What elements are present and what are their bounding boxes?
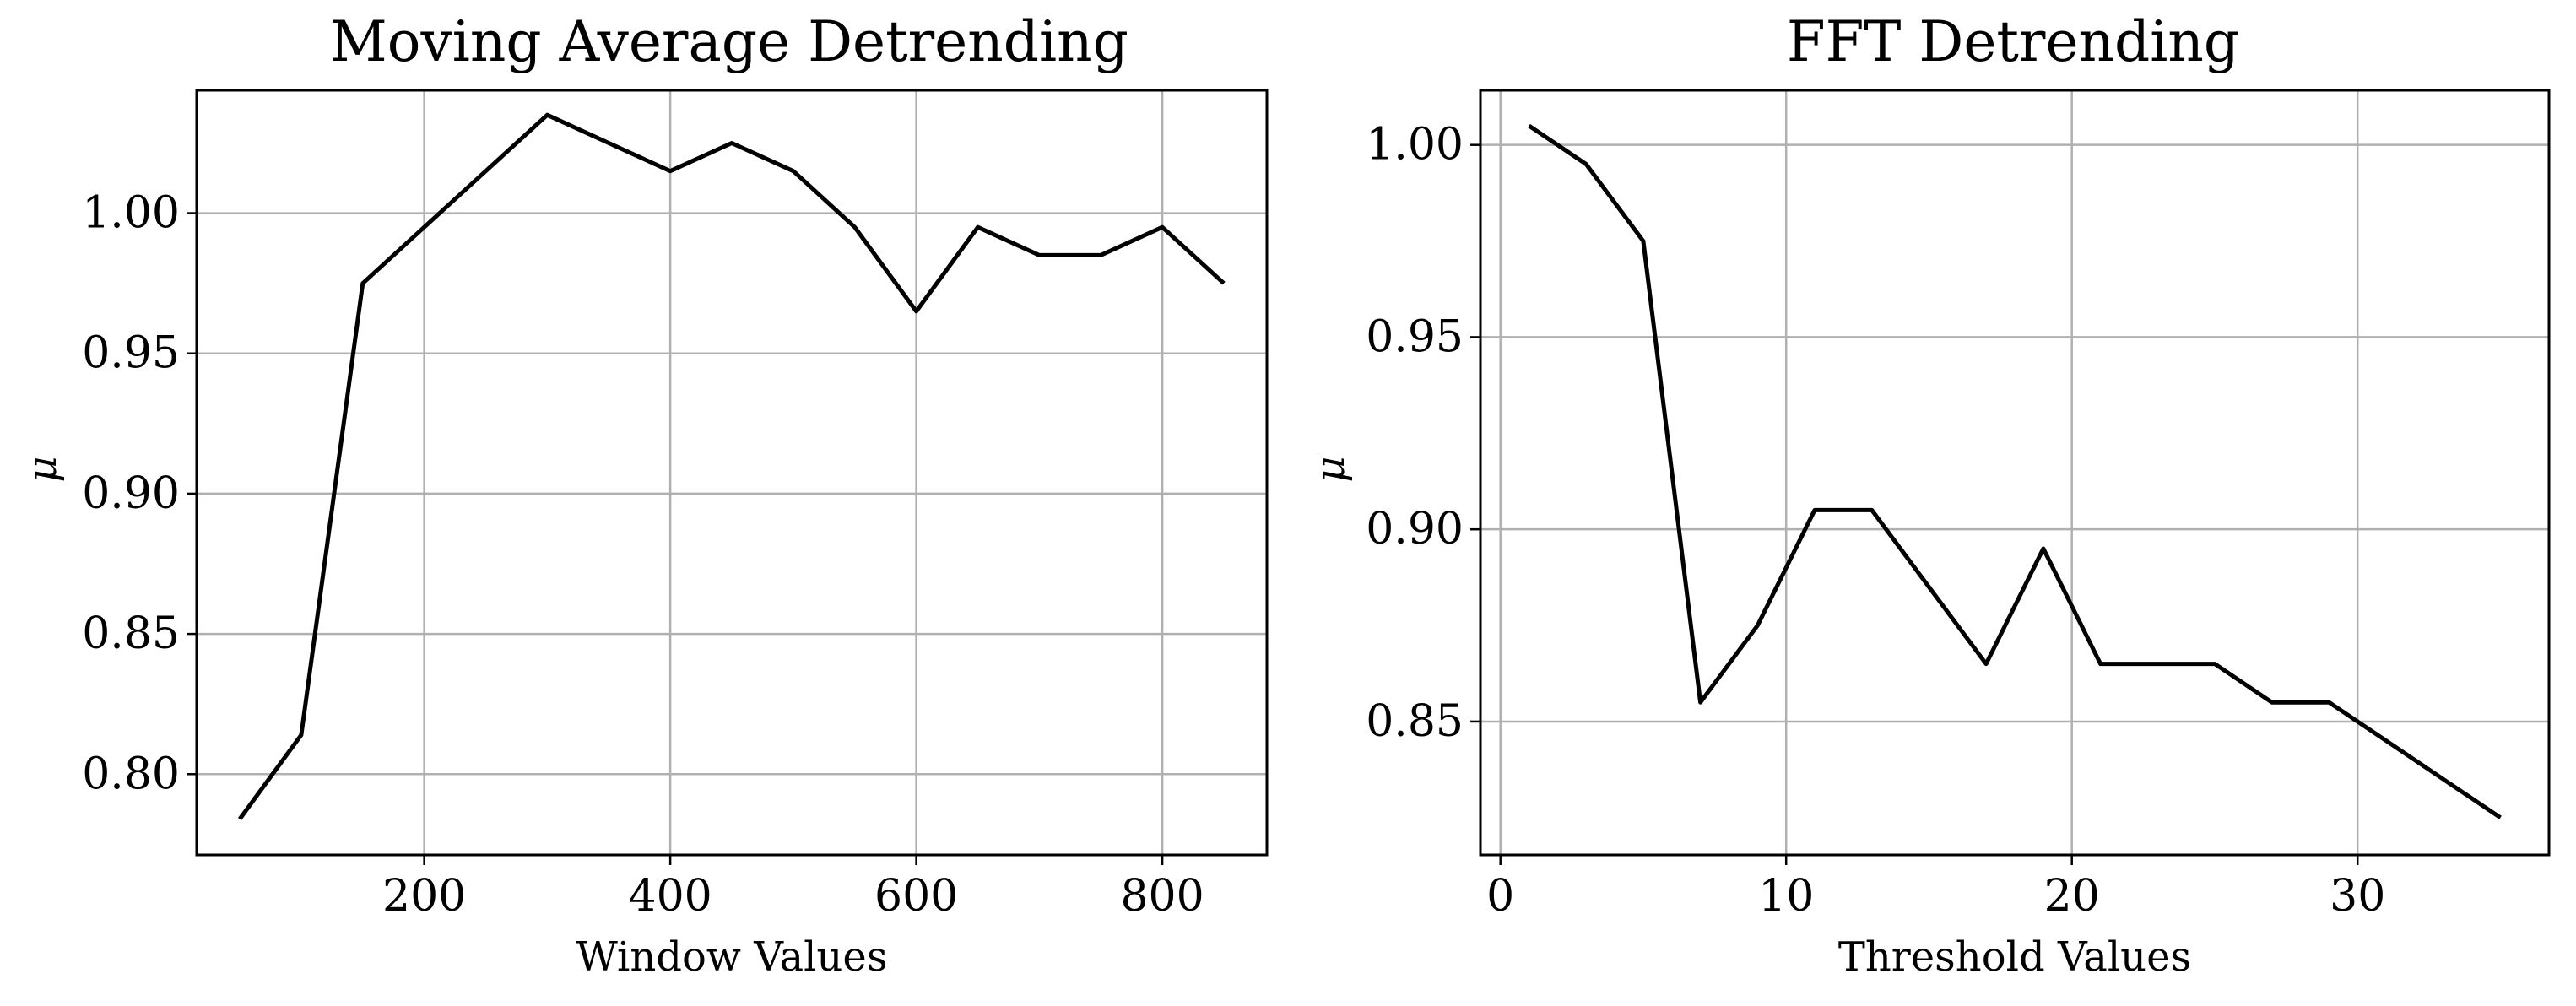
x-tick-label: 800 bbox=[1120, 871, 1204, 922]
series-line bbox=[237, 112, 1226, 820]
x-tick-label: 400 bbox=[628, 871, 712, 922]
x-axis-label: Threshold Values bbox=[1838, 933, 2191, 981]
x-tick-label: 30 bbox=[2330, 871, 2385, 922]
x-tick-label: 600 bbox=[874, 871, 958, 922]
y-tick-label: 0.85 bbox=[1366, 696, 1464, 747]
chart-fft: FFT Detrending 0 10 20 30 0.85 0.90 0.95 1.00 T… bbox=[1307, 9, 2551, 981]
y-tick-label: 0.95 bbox=[82, 328, 180, 379]
y-tick-label: 0.80 bbox=[82, 749, 180, 799]
y-tick-label: 0.90 bbox=[82, 468, 180, 519]
grid bbox=[1480, 90, 2549, 855]
y-axis-label: μ bbox=[19, 456, 66, 482]
chart-moving-average: Moving Average Detrending 200 400 600 800 0.… bbox=[19, 9, 1269, 981]
plot-frame bbox=[1479, 89, 2551, 857]
axis-ticks: 0 10 20 30 0.85 0.90 0.95 1.00 bbox=[1366, 120, 2385, 922]
x-tick-label: 20 bbox=[2044, 871, 2100, 922]
x-tick-label: 10 bbox=[1758, 871, 1814, 922]
y-tick-label: 0.95 bbox=[1366, 311, 1464, 362]
chart-title: FFT Detrending bbox=[1787, 9, 2239, 74]
x-tick-label: 0 bbox=[1486, 871, 1514, 922]
plot-frame bbox=[195, 89, 1269, 857]
y-tick-label: 0.90 bbox=[1366, 504, 1464, 554]
series-line bbox=[1528, 123, 2502, 819]
chart-title: Moving Average Detrending bbox=[330, 9, 1128, 74]
y-tick-label: 1.00 bbox=[82, 188, 180, 239]
x-tick-label: 200 bbox=[382, 871, 466, 922]
y-tick-label: 0.85 bbox=[82, 608, 180, 659]
x-axis-label: Window Values bbox=[576, 933, 888, 981]
y-axis-label: μ bbox=[1307, 456, 1354, 482]
axis-ticks: 200 400 600 800 0.80 0.85 0.90 0.95 1.00 bbox=[82, 188, 1204, 922]
y-tick-label: 1.00 bbox=[1366, 120, 1464, 170]
grid bbox=[197, 90, 1267, 855]
